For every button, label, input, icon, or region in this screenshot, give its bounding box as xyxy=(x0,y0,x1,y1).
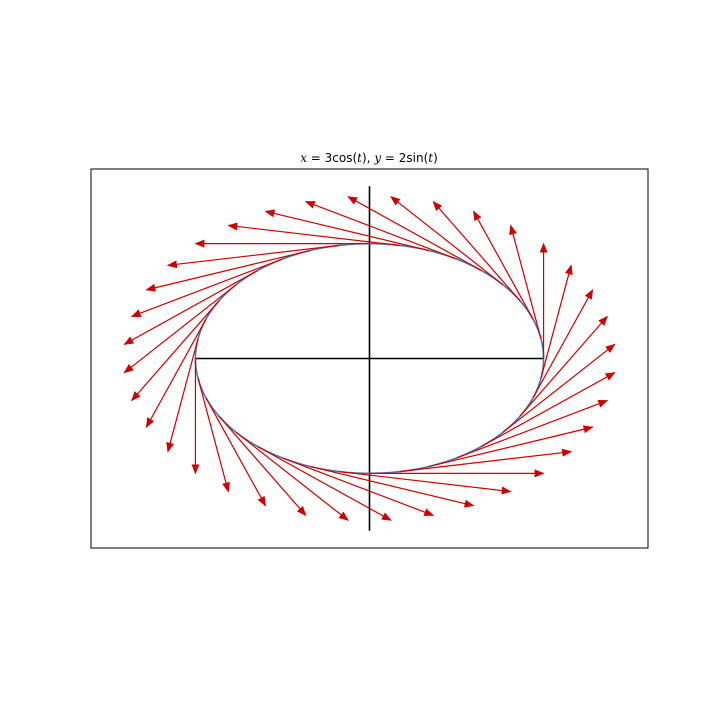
title-part: y xyxy=(373,151,381,165)
tangent-vector xyxy=(432,200,521,302)
tangent-vector xyxy=(456,399,609,459)
title-part: t xyxy=(428,151,433,165)
tangent-vector xyxy=(473,210,534,320)
title-part: x xyxy=(300,151,307,165)
tangent-vector xyxy=(532,288,594,399)
tangent-vector xyxy=(428,425,594,468)
tangent-vector xyxy=(509,224,542,339)
tangent-vector xyxy=(123,269,258,345)
tangent-vector xyxy=(282,457,435,516)
tangent-vector xyxy=(166,338,199,453)
plot-area xyxy=(123,186,616,531)
title-part: t xyxy=(357,151,362,165)
tangent-vector xyxy=(218,415,307,517)
tangent-vector xyxy=(205,397,266,507)
tangent-vector xyxy=(227,222,400,246)
tangent-vector xyxy=(264,209,430,252)
tangent-vector xyxy=(347,196,482,272)
tangent-vector xyxy=(540,264,573,379)
title-part: = 2sin( xyxy=(381,151,428,165)
tangent-vector xyxy=(309,465,475,508)
tangent-vector xyxy=(390,196,504,286)
tangent-vector xyxy=(197,378,230,493)
tangent-vector xyxy=(145,318,207,429)
title-part: = 3cos( xyxy=(307,151,357,165)
tangent-vector xyxy=(131,300,220,402)
plot-frame xyxy=(90,168,649,549)
tangent-vector xyxy=(235,431,349,521)
tangent-vector xyxy=(130,258,283,318)
chart-title: x = 3cos(t), y = 2sin(t) xyxy=(300,151,438,165)
tangent-vector xyxy=(481,372,616,448)
tangent-vector xyxy=(399,448,573,473)
tangent-vector xyxy=(339,471,512,495)
title-part: ), xyxy=(362,151,374,165)
tangent-vector xyxy=(502,343,616,433)
tangent-vector xyxy=(257,445,392,521)
tangent-vector xyxy=(145,249,311,292)
title-part: ) xyxy=(433,151,438,165)
tangent-vector xyxy=(123,284,237,374)
tangent-vector xyxy=(519,315,608,417)
tangent-vector xyxy=(304,201,457,260)
tangent-vector xyxy=(166,244,340,269)
